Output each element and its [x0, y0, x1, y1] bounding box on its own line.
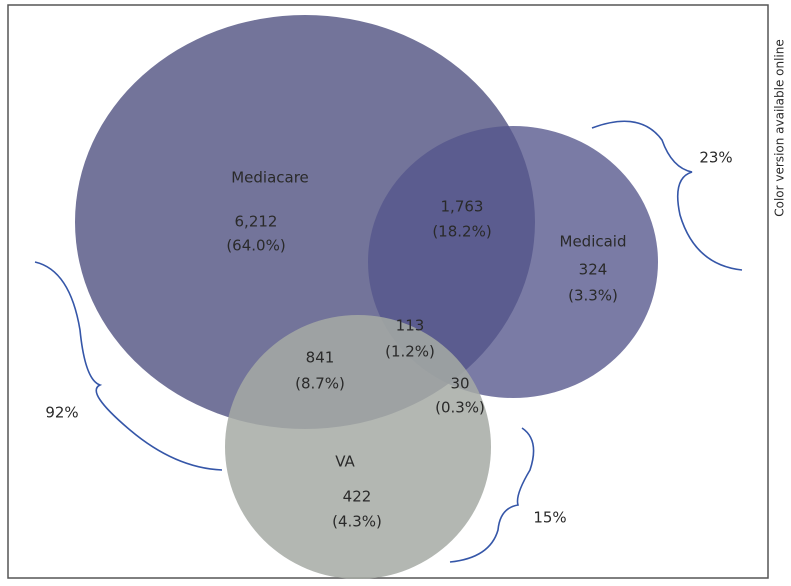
region-percent: (64.0%) — [226, 237, 285, 255]
set-label: VA — [335, 453, 355, 471]
medicaid-set — [368, 126, 658, 398]
region-count: 324 — [579, 261, 608, 279]
region-percent: (3.3%) — [568, 287, 618, 305]
region-percent: (8.7%) — [295, 375, 345, 393]
region-count: 1,763 — [441, 198, 484, 216]
set-label: Mediacare — [231, 169, 309, 187]
region-count: 113 — [396, 317, 425, 335]
brace-label: 92% — [45, 404, 78, 422]
region-count: 422 — [343, 488, 372, 506]
region-percent: (1.2%) — [385, 343, 435, 361]
brace-label: 23% — [699, 149, 732, 167]
region-count: 6,212 — [235, 213, 278, 231]
brace-va — [449, 427, 535, 563]
brace-medicaid — [591, 120, 743, 271]
region-count: 841 — [306, 349, 335, 367]
set-label: Medicaid — [560, 233, 627, 251]
brace-label: 15% — [533, 509, 566, 527]
region-count: 30 — [450, 375, 469, 393]
brace-mediacare — [34, 261, 223, 471]
region-percent: (4.3%) — [332, 513, 382, 531]
region-percent: (18.2%) — [432, 223, 491, 241]
region-percent: (0.3%) — [435, 399, 485, 417]
side-note: Color version available online — [773, 39, 787, 217]
va-set — [225, 315, 491, 579]
